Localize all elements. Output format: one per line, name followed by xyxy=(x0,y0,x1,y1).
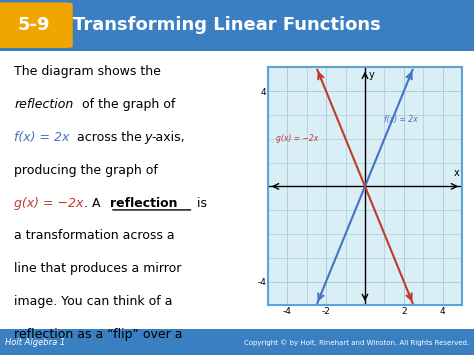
Text: 5-9: 5-9 xyxy=(18,16,50,34)
Text: g(x) = −2x: g(x) = −2x xyxy=(14,197,83,209)
Text: across the: across the xyxy=(73,131,146,144)
Text: f(x) = 2x: f(x) = 2x xyxy=(14,131,70,144)
Text: . A: . A xyxy=(84,197,105,209)
Text: Copyright © by Holt, Rinehart and Winston. All Rights Reserved.: Copyright © by Holt, Rinehart and Winsto… xyxy=(244,339,469,345)
Text: reflection: reflection xyxy=(14,98,73,111)
Text: image. You can think of a: image. You can think of a xyxy=(14,295,173,308)
FancyBboxPatch shape xyxy=(0,3,72,47)
Text: reflection: reflection xyxy=(110,197,177,209)
Text: Holt Algebra 1: Holt Algebra 1 xyxy=(5,338,65,347)
Text: The diagram shows the: The diagram shows the xyxy=(14,65,161,78)
Text: producing the graph of: producing the graph of xyxy=(14,164,158,177)
Text: Transforming Linear Functions: Transforming Linear Functions xyxy=(73,16,381,34)
Text: -axis,: -axis, xyxy=(152,131,185,144)
Text: line that produces a mirror: line that produces a mirror xyxy=(14,262,182,275)
Text: a transformation across a: a transformation across a xyxy=(14,229,175,242)
Text: g(x) = −2x: g(x) = −2x xyxy=(275,134,318,143)
Text: y: y xyxy=(145,131,152,144)
Text: y: y xyxy=(369,70,374,80)
Text: is: is xyxy=(193,197,208,209)
Text: reflection as a “flip” over a: reflection as a “flip” over a xyxy=(14,328,182,341)
Text: f(x) = 2x: f(x) = 2x xyxy=(384,115,418,124)
Text: x: x xyxy=(454,168,459,178)
Text: of the graph of: of the graph of xyxy=(78,98,175,111)
